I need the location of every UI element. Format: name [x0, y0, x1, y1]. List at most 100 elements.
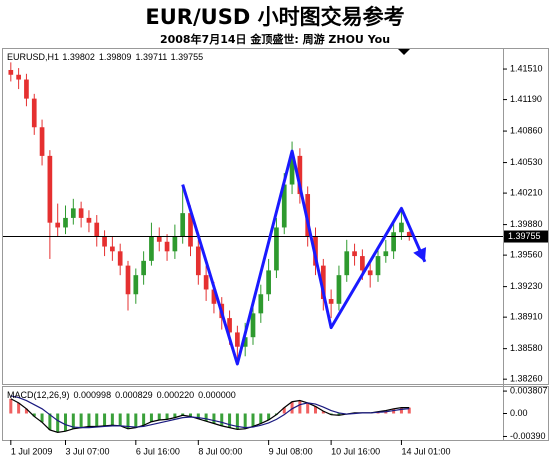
x-tick-label: 3 Jul 07:00 — [66, 446, 110, 456]
candle-body — [110, 246, 115, 252]
candle-body — [70, 208, 76, 218]
candle-body — [391, 232, 396, 252]
price-header: EURUSD,H1 1.39802 1.39809 1.39711 1.39755 — [7, 52, 203, 62]
macd-histogram-bar — [9, 398, 13, 414]
macd-y-tick-label: 0.00 — [510, 408, 528, 418]
candle-body — [8, 69, 14, 75]
y-tick-label: 1.38260 — [510, 374, 543, 384]
candle-body — [375, 256, 381, 276]
current-price-label: 1.39755 — [508, 231, 541, 241]
macd-readout: 0.000220 — [157, 390, 195, 400]
candle-body — [133, 275, 139, 295]
candle-body — [156, 236, 162, 242]
macd-y-tick-label: 0.003807 — [510, 385, 548, 395]
macd-histogram-bar — [321, 411, 325, 414]
candle-body — [399, 222, 404, 233]
candle-body — [141, 260, 146, 276]
macd-histogram-bar — [79, 413, 83, 428]
macd-histogram-bar — [118, 413, 122, 426]
y-tick-label: 1.41510 — [510, 63, 543, 73]
y-tick-label: 1.39230 — [510, 281, 543, 291]
macd-histogram-bar — [212, 413, 216, 424]
macd-main-line — [10, 398, 410, 433]
macd-histogram-bar — [298, 400, 302, 414]
candle-body — [24, 79, 29, 99]
macd-histogram-bar — [220, 413, 224, 426]
macd-histogram-bar — [95, 413, 99, 427]
macd-histogram-bar — [228, 413, 232, 428]
shift-marker — [398, 49, 410, 55]
macd-label: MACD(12,26,9) — [7, 390, 70, 400]
macd-histogram-bar — [71, 413, 75, 429]
macd-readout: 0.000000 — [198, 390, 236, 400]
ohlc-high: 1.39809 — [99, 52, 132, 62]
candle-body — [39, 127, 45, 156]
macd-header: MACD(12,26,9) 0.000998 0.000829 0.000220 0.0… — [7, 390, 236, 400]
candle-body — [203, 275, 209, 290]
candle-body — [180, 213, 186, 237]
candle-body — [227, 318, 232, 333]
candle-body — [352, 251, 357, 257]
y-tick-label: 1.38910 — [510, 312, 543, 322]
macd-histogram-bar — [243, 413, 247, 429]
macd-histogram-bar — [235, 413, 239, 430]
candle-body — [266, 270, 271, 295]
macd-histogram-bar — [259, 413, 263, 424]
y-tick-label: 1.40860 — [510, 125, 543, 135]
macd-histogram-bar — [314, 406, 317, 414]
candle-body — [149, 236, 154, 261]
candle-body — [328, 299, 334, 304]
candle-body — [188, 213, 193, 247]
candle-body — [55, 222, 61, 228]
candle-body — [94, 222, 100, 237]
macd-histogram-bar — [103, 413, 107, 426]
candle-body — [242, 337, 248, 347]
macd-histogram-bar — [48, 413, 52, 430]
y-tick-label: 1.41190 — [510, 94, 542, 104]
candle-body — [274, 227, 279, 271]
macd-histogram-bar — [282, 407, 286, 414]
candle-body — [344, 251, 350, 276]
x-tick-label: 10 Jul 16:00 — [331, 446, 380, 456]
macd-histogram-bar — [251, 413, 255, 427]
candle-body — [31, 98, 37, 128]
candle-body — [78, 208, 84, 218]
ohlc-open: 1.39802 — [62, 52, 95, 62]
candle-body — [406, 232, 412, 237]
candle-body — [320, 265, 326, 300]
x-tick-label: 1 Jul 2009 — [11, 446, 53, 456]
candle-body — [289, 155, 295, 185]
candle-body — [360, 256, 365, 271]
candle-body — [164, 241, 170, 252]
macd-histogram-bar — [267, 413, 271, 420]
x-tick-label: 14 Jul 01:00 — [401, 446, 450, 456]
y-tick-label: 1.39560 — [510, 250, 543, 260]
candle-body — [297, 155, 303, 195]
chart-title: EUR/USD 小时图交易参考 — [145, 5, 404, 29]
candle-body — [211, 289, 217, 304]
candle-body — [336, 275, 342, 304]
macd-histogram-bar — [149, 413, 153, 422]
macd-histogram-bar — [290, 401, 294, 414]
macd-histogram-bar — [142, 413, 146, 426]
candle-body — [195, 246, 201, 276]
macd-histogram-bar — [126, 413, 130, 429]
macd-histogram-bar — [24, 408, 28, 414]
macd-signal-line — [10, 395, 410, 429]
macd-histogram-bar — [399, 407, 403, 414]
macd-histogram-bar — [87, 413, 91, 427]
macd-histogram-bar — [173, 413, 177, 418]
macd-main-readout: 0.000998 — [74, 390, 112, 400]
macd-signal-readout: 0.000829 — [115, 390, 153, 400]
candle-body — [47, 155, 53, 223]
macd-histogram-bar — [181, 413, 185, 416]
macd-histogram-bar — [189, 413, 192, 417]
macd-histogram-bar — [134, 413, 138, 428]
macd-histogram-bar — [110, 413, 114, 426]
macd-histogram-bar — [32, 413, 36, 417]
x-tick-label: 6 Jul 16:00 — [136, 446, 180, 456]
chart-subtitle: 2008年7月14日 金顶盛世: 周游 ZHOU You — [160, 32, 390, 46]
candle-body — [235, 332, 240, 347]
y-tick-label: 1.39880 — [510, 219, 543, 229]
